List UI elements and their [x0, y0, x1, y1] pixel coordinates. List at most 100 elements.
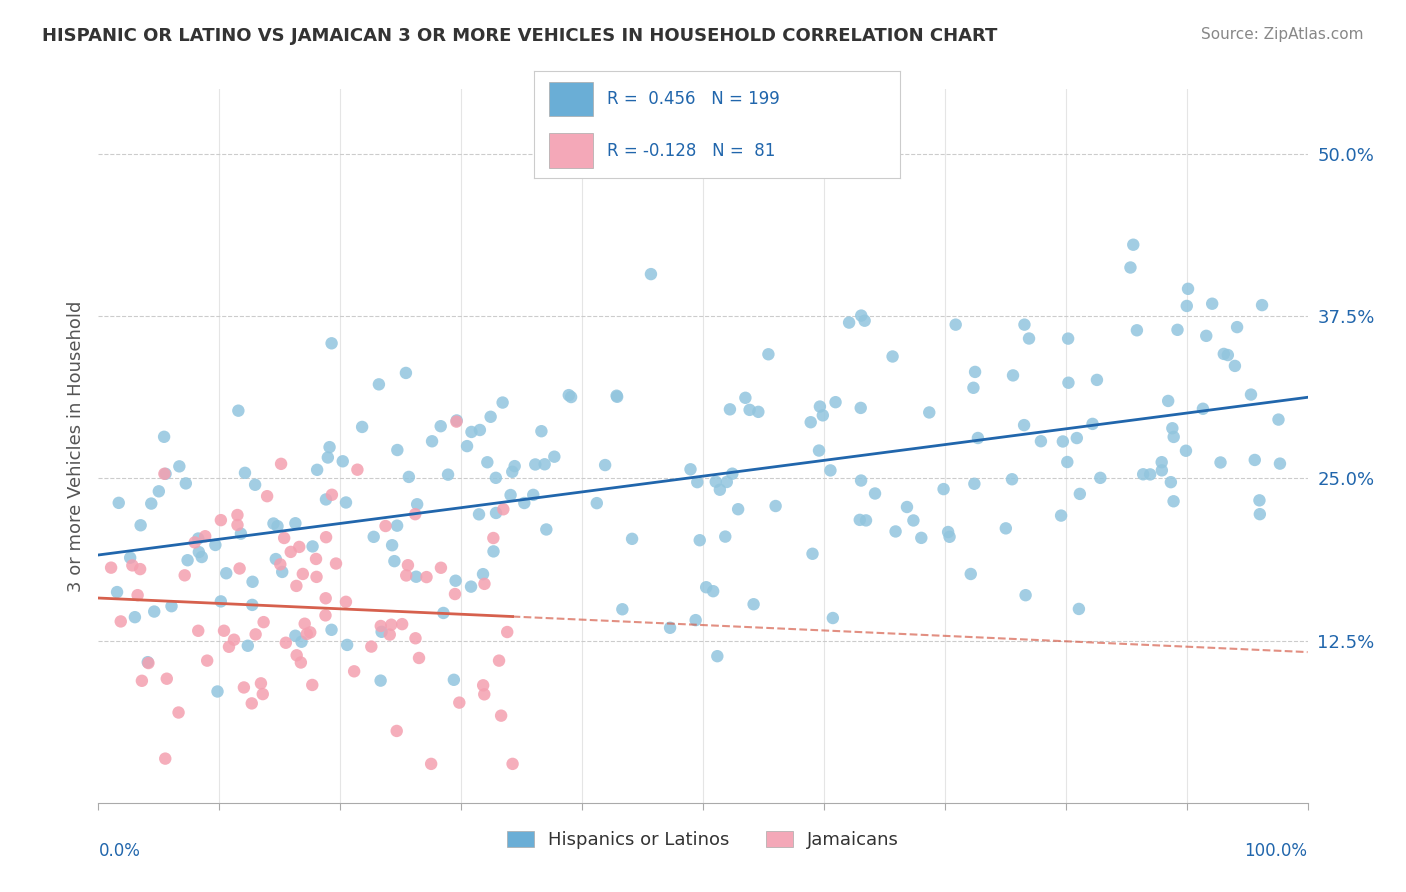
- Point: [1126, 323, 1149, 337]
- Point: [301, 540, 323, 554]
- Point: [585, 496, 607, 510]
- Point: [1057, 332, 1080, 346]
- Point: [758, 347, 780, 361]
- Point: [524, 458, 547, 472]
- Point: [284, 516, 307, 531]
- Point: [1001, 472, 1024, 486]
- Point: [811, 409, 834, 423]
- Point: [959, 566, 981, 581]
- Text: 0.0%: 0.0%: [98, 842, 141, 860]
- Point: [305, 570, 328, 584]
- Point: [360, 640, 382, 654]
- Point: [918, 405, 941, 419]
- Point: [325, 557, 347, 571]
- Point: [242, 574, 264, 589]
- Point: [215, 566, 238, 581]
- Point: [167, 706, 190, 720]
- Point: [380, 617, 402, 632]
- Point: [808, 400, 831, 414]
- Point: [474, 577, 496, 591]
- Point: [252, 615, 274, 629]
- Point: [446, 413, 468, 427]
- Point: [742, 597, 765, 611]
- Point: [207, 684, 229, 698]
- Point: [240, 598, 263, 612]
- Point: [444, 587, 467, 601]
- Point: [343, 665, 366, 679]
- Point: [1177, 282, 1199, 296]
- Point: [398, 470, 420, 484]
- Point: [299, 625, 322, 640]
- Point: [503, 459, 526, 474]
- Point: [352, 420, 374, 434]
- Point: [706, 649, 728, 664]
- Point: [558, 388, 581, 402]
- Point: [190, 549, 212, 564]
- Point: [243, 477, 266, 491]
- Text: 100.0%: 100.0%: [1244, 842, 1308, 860]
- Point: [962, 381, 984, 395]
- Point: [1119, 260, 1142, 275]
- Point: [468, 423, 491, 437]
- Point: [270, 457, 292, 471]
- Point: [1160, 475, 1182, 490]
- Point: [1001, 368, 1024, 383]
- Point: [489, 708, 512, 723]
- Point: [472, 567, 495, 582]
- Point: [685, 613, 707, 627]
- Point: [686, 475, 709, 490]
- Point: [932, 482, 955, 496]
- FancyBboxPatch shape: [548, 82, 593, 116]
- Point: [1066, 431, 1088, 445]
- Point: [530, 424, 553, 438]
- Point: [406, 497, 429, 511]
- Point: [747, 405, 769, 419]
- Point: [679, 462, 702, 476]
- Point: [155, 467, 177, 481]
- Point: [446, 415, 468, 429]
- Point: [1226, 320, 1249, 334]
- Point: [1161, 421, 1184, 435]
- Point: [1163, 430, 1185, 444]
- Point: [1175, 299, 1198, 313]
- Point: [195, 654, 218, 668]
- Point: [849, 401, 872, 415]
- Point: [332, 454, 354, 468]
- Point: [138, 656, 160, 670]
- Point: [1251, 298, 1274, 312]
- Point: [485, 506, 508, 520]
- Point: [415, 570, 437, 584]
- Point: [228, 403, 250, 417]
- FancyBboxPatch shape: [548, 134, 593, 168]
- Point: [472, 687, 495, 701]
- Point: [1150, 455, 1173, 469]
- Point: [105, 585, 128, 599]
- Point: [396, 558, 419, 573]
- Point: [606, 389, 628, 403]
- Point: [120, 550, 142, 565]
- Point: [1056, 455, 1078, 469]
- Point: [314, 608, 336, 623]
- Point: [374, 519, 396, 533]
- Point: [853, 314, 876, 328]
- Point: [1132, 467, 1154, 482]
- Point: [472, 678, 495, 692]
- Point: [903, 513, 925, 527]
- Point: [285, 579, 308, 593]
- Point: [141, 497, 163, 511]
- Point: [1122, 237, 1144, 252]
- Point: [153, 467, 176, 481]
- Point: [395, 568, 418, 582]
- Point: [378, 627, 401, 641]
- Point: [1243, 453, 1265, 467]
- Point: [1052, 434, 1074, 449]
- Point: [606, 390, 628, 404]
- Point: [695, 580, 717, 594]
- Point: [429, 419, 451, 434]
- Point: [1212, 347, 1234, 361]
- Point: [143, 605, 166, 619]
- Point: [335, 495, 357, 509]
- Point: [1018, 331, 1040, 345]
- Point: [612, 602, 634, 616]
- Point: [430, 561, 453, 575]
